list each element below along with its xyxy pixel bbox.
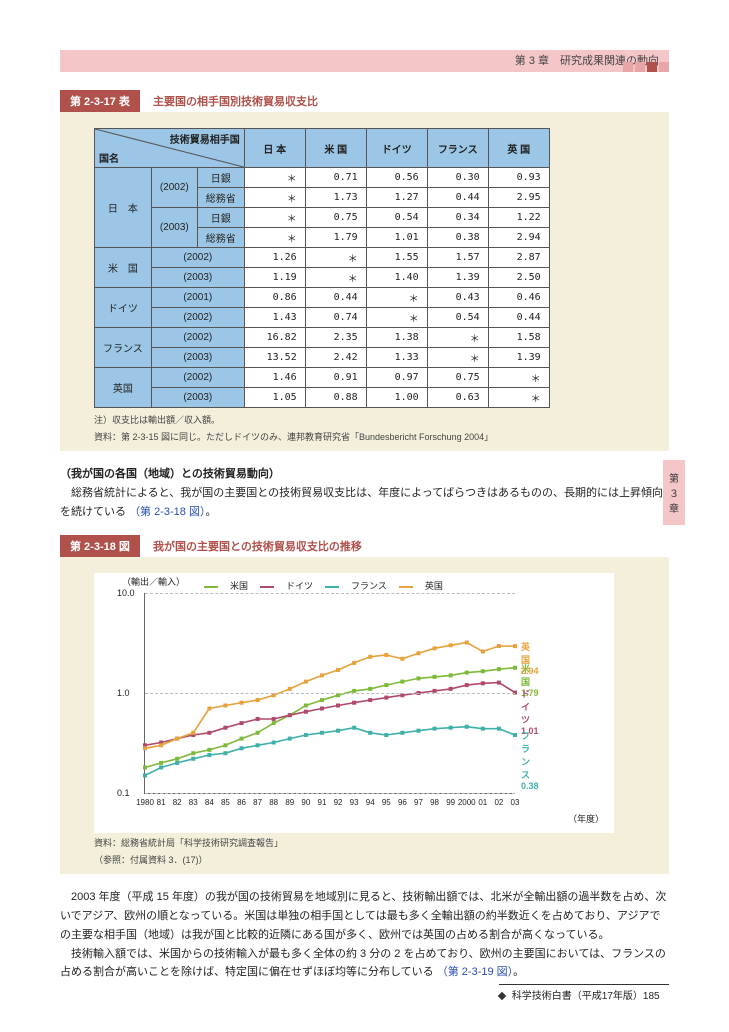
- table-panel: 技術貿易相手国国名日 本米 国ドイツフランス英 国 日 本(2002)日銀＊0.…: [60, 112, 669, 451]
- x-tick-label: 98: [430, 798, 439, 807]
- x-tick-label: 99: [446, 798, 455, 807]
- table-note-2: 資料：第 2-3-15 図に同じ。ただしドイツのみ、連邦教育研究省「Bundes…: [94, 431, 655, 444]
- page-footer: 科学技術白書（平成17年版）185: [499, 984, 669, 1002]
- x-tick-label: 92: [334, 798, 343, 807]
- legend-item: 英国: [399, 581, 443, 591]
- y-tick-label: 0.1: [117, 788, 130, 798]
- y-tick-label: 10.0: [117, 588, 135, 598]
- x-tick-label: 97: [414, 798, 423, 807]
- table-row: (2003)1.050.881.000.63＊: [95, 388, 550, 408]
- figure-title: 主要国の相手国別技術貿易収支比: [143, 93, 318, 109]
- table-row: フランス(2002)16.822.351.38＊1.58: [95, 328, 550, 348]
- chart-legend: 米国 ドイツ フランス 英国: [204, 579, 455, 592]
- legend-item: フランス: [325, 581, 387, 591]
- x-tick-label: 2000: [458, 798, 476, 807]
- x-tick-label: 88: [269, 798, 278, 807]
- figure-title: 我が国の主要国との技術貿易収支比の推移: [143, 538, 362, 554]
- table-note-1: 注）収支比は輸出額／収入額。: [94, 414, 655, 427]
- x-tick-label: 91: [318, 798, 327, 807]
- chart-source-2: （参照：付属資料 3．(17)）: [94, 854, 655, 867]
- x-tick-label: 81: [157, 798, 166, 807]
- figure-reference: （第 2-3-18 図）: [129, 506, 205, 518]
- y-tick-label: 1.0: [117, 688, 130, 698]
- x-tick-label: 01: [478, 798, 487, 807]
- table-row: (2003)1.19＊1.401.392.50: [95, 268, 550, 288]
- figure-2-3-17: 第 2-3-17 表 主要国の相手国別技術貿易収支比 技術貿易相手国国名日 本米…: [60, 90, 669, 451]
- para2-part-a: 2003 年度（平成 15 年度）の我が国の技術貿易を地域別に見ると、技術輸出額…: [60, 891, 666, 940]
- chart-source-1: 資料：総務省統計局「科学技術研究調査報告」: [94, 837, 655, 850]
- plot-area: 0.11.010.0198081828384858687888990919293…: [144, 593, 515, 794]
- chart-panel: （輸出／輸入） 0.11.010.01980818283848586878889…: [60, 557, 669, 874]
- x-tick-label: 1980: [136, 798, 154, 807]
- figure-2-3-18: 第 2-3-18 図 我が国の主要国との技術貿易収支比の推移 （輸出／輸入） 0…: [60, 535, 669, 874]
- table-row: 米 国(2002)1.26＊1.551.572.87: [95, 248, 550, 268]
- table-row: ドイツ(2001)0.860.44＊0.430.46: [95, 288, 550, 308]
- paragraph-2: 2003 年度（平成 15 年度）の我が国の技術貿易を地域別に見ると、技術輸出額…: [60, 888, 669, 981]
- heading-text: （我が国の各国（地域）との技術貿易動向）: [60, 468, 280, 480]
- x-tick-label: 89: [285, 798, 294, 807]
- x-tick-label: 86: [237, 798, 246, 807]
- line-chart: （輸出／輸入） 0.11.010.01980818283848586878889…: [94, 573, 614, 833]
- side-chapter-tab: 第３章: [663, 460, 685, 525]
- x-tick-label: 03: [511, 798, 520, 807]
- trade-balance-table: 技術貿易相手国国名日 本米 国ドイツフランス英 国 日 本(2002)日銀＊0.…: [94, 128, 550, 408]
- diamond-icon: [498, 992, 506, 1000]
- footer-text: 科学技術白書（平成17年版）185: [512, 991, 660, 1002]
- series-end-label: フランス 0.38: [521, 729, 539, 791]
- top-decoration: [621, 62, 669, 75]
- table-row: (2002)1.430.74＊0.540.44: [95, 308, 550, 328]
- x-tick-label: 96: [398, 798, 407, 807]
- legend-item: ドイツ: [260, 581, 313, 591]
- table-row: 英国(2002)1.460.910.970.75＊: [95, 368, 550, 388]
- document-page: 第 3 章 研究成果関連の動向 第３章 第 2-3-17 表 主要国の相手国別技…: [0, 0, 729, 1032]
- x-tick-label: 82: [173, 798, 182, 807]
- x-tick-label: 02: [494, 798, 503, 807]
- section-heading: （我が国の各国（地域）との技術貿易動向） 総務省統計によると、我が国の主要国との…: [60, 465, 669, 521]
- x-tick-label: 93: [350, 798, 359, 807]
- y-axis-label: （輸出／輸入）: [122, 575, 185, 588]
- x-axis-label: （年度）: [568, 812, 604, 825]
- x-tick-label: 83: [189, 798, 198, 807]
- table-row: (2003)13.522.421.33＊1.39: [95, 348, 550, 368]
- table-row: (2003)日銀＊0.750.540.341.22: [95, 208, 550, 228]
- figure-reference-2: （第 2-3-19 図）: [437, 966, 513, 978]
- x-tick-label: 94: [366, 798, 375, 807]
- x-tick-label: 85: [221, 798, 230, 807]
- legend-item: 米国: [204, 581, 248, 591]
- x-tick-label: 90: [301, 798, 310, 807]
- para2-part-b: 技術輸入額では、米国からの技術輸入が最も多く全体の約 3 分の 2 を占めており…: [60, 948, 666, 979]
- figure-label: 第 2-3-17 表: [60, 90, 140, 112]
- table-row: 日 本(2002)日銀＊0.710.560.300.93: [95, 168, 550, 188]
- x-tick-label: 84: [205, 798, 214, 807]
- chapter-header: 第 3 章 研究成果関連の動向: [60, 50, 669, 72]
- figure-label: 第 2-3-18 図: [60, 535, 140, 557]
- x-tick-label: 95: [382, 798, 391, 807]
- x-tick-label: 87: [253, 798, 262, 807]
- series-end-label: 英国 2.94: [521, 640, 539, 676]
